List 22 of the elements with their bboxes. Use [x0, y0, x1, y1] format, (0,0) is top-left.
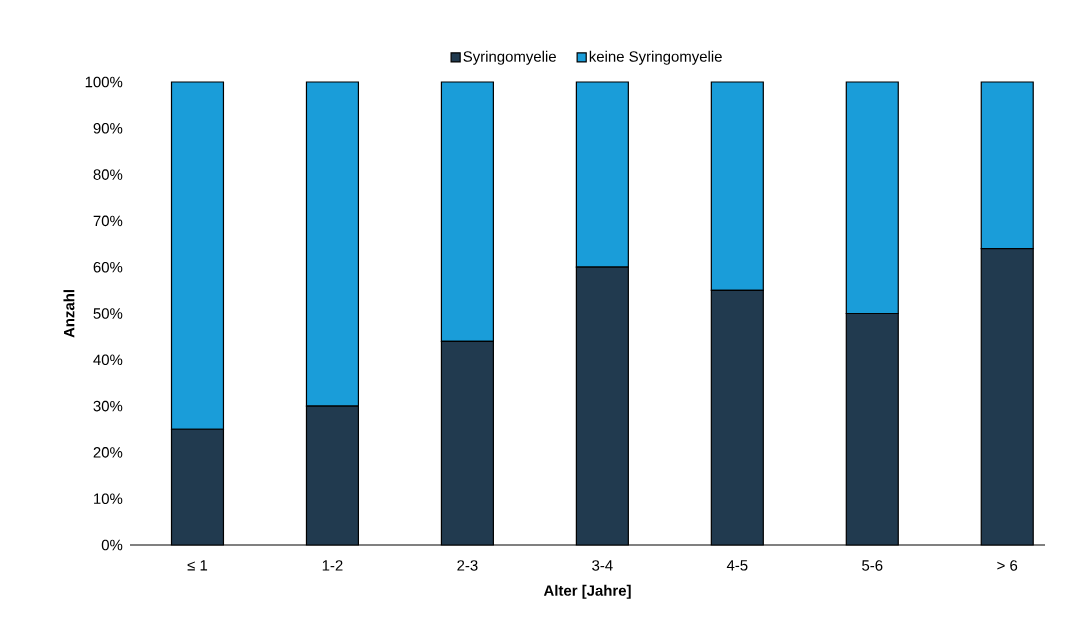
y-tick-label: 20% [93, 447, 123, 458]
y-tick-label: 90% [93, 123, 123, 134]
y-axis-title: Anzahl [63, 290, 75, 338]
legend-label: keine Syringomyelie [589, 50, 722, 65]
y-tick-label: 0% [101, 539, 123, 551]
x-tick-label: 2-3 [457, 560, 478, 571]
y-tick-label: 50% [93, 308, 123, 319]
x-tick-label: 5-6 [862, 560, 883, 571]
y-tick-label: 100% [85, 76, 123, 88]
x-tick-label: ≤ 1 [187, 560, 208, 571]
y-tick-label: 60% [93, 261, 123, 273]
y-tick-label: 30% [93, 400, 123, 412]
y-tick-label: 40% [93, 354, 123, 366]
legend-label: Syringomyelie [463, 50, 556, 65]
x-tick-label: 4-5 [726, 560, 748, 571]
y-tick-label: 10% [94, 493, 123, 504]
x-axis-title: Alter [Jahre] [543, 584, 631, 599]
x-tick-label: 3-4 [592, 560, 613, 571]
y-tick-label: 70% [93, 215, 123, 227]
x-tick-label: > 6 [997, 560, 1018, 571]
y-tick-label: 80% [93, 169, 123, 180]
x-tick-label: 1-2 [322, 560, 343, 571]
